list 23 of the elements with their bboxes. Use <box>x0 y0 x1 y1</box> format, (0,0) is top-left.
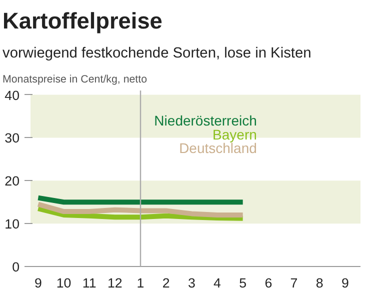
chart-subtitle: vorwiegend festkochende Sorten, lose in Kisten <box>2 46 312 62</box>
y-tick-label: 40 <box>4 88 20 103</box>
text: Bayern <box>212 126 257 142</box>
x-tick-label: 2 <box>162 276 170 290</box>
x-tick-label: 10 <box>56 276 72 290</box>
x-tick-label: 6 <box>264 276 272 290</box>
y-tick-label: 10 <box>4 216 20 232</box>
x-tick-label: 5 <box>239 276 247 290</box>
x-tick-label: 3 <box>188 276 196 290</box>
x-tick-label: 12 <box>108 276 122 290</box>
y-tick-label: 20 <box>4 174 20 189</box>
x-tick-label: 9 <box>341 276 349 290</box>
chart-title: Kartoffelpreise <box>2 8 162 34</box>
y-axis-title: Monatspreise in Cent/kg, netto <box>2 74 148 86</box>
x-tick-label: 9 <box>34 276 42 290</box>
x-tick-label: 4 <box>214 276 222 290</box>
text: Niederösterreich <box>154 112 257 129</box>
x-tick-label: 11 <box>82 276 96 290</box>
y-tick-label: 30 <box>4 130 20 146</box>
x-tick-label: 8 <box>316 276 324 290</box>
x-tick-label: 1 <box>136 276 144 290</box>
y-tick-label: 0 <box>12 260 20 274</box>
x-tick-label: 7 <box>290 276 298 290</box>
